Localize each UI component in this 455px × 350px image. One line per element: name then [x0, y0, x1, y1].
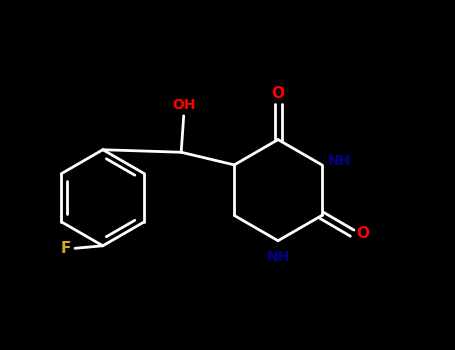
Text: O: O — [356, 226, 369, 241]
Text: F: F — [61, 241, 71, 256]
Text: NH: NH — [328, 154, 351, 168]
Text: OH: OH — [172, 98, 196, 112]
Text: NH: NH — [267, 250, 290, 264]
Text: O: O — [272, 86, 284, 101]
